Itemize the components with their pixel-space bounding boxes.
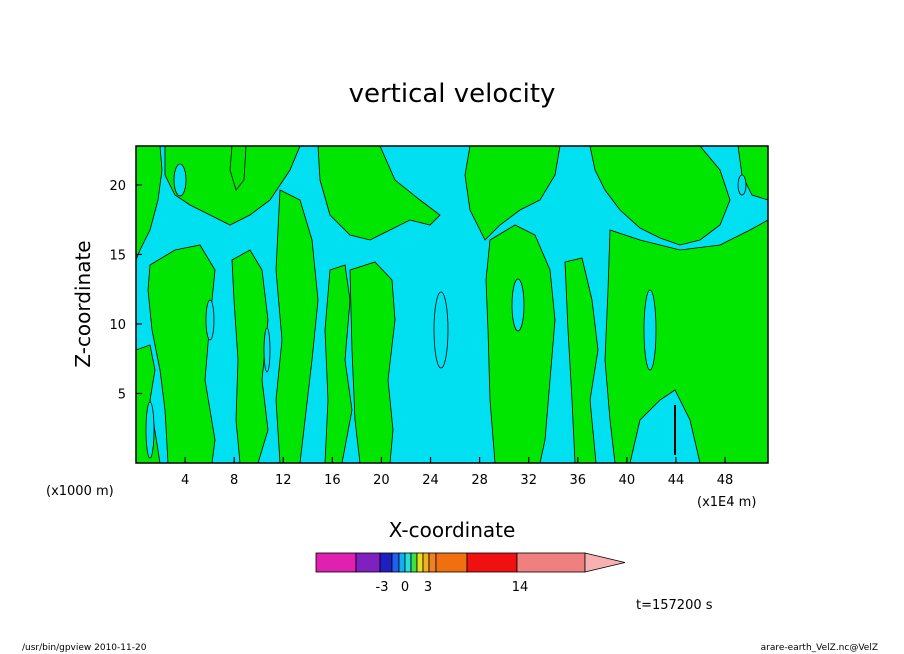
plot-area [136,146,768,463]
colorbar-tick-labels: -3 0 3 14 [376,580,529,595]
positive-region-top-6 [737,146,768,201]
positive-region-column-7 [564,257,599,463]
negative-region-group [145,163,747,459]
chart-title: vertical velocity [349,79,556,109]
negative-island-2 [205,299,215,341]
positive-region-column-4 [324,264,353,463]
footer-right: arare-earth_VelZ.nc@VelZ [761,643,878,653]
positive-region-column-6 [485,224,556,463]
x-tick-label: 48 [717,473,734,488]
colorbar-tick-label: 3 [424,580,432,595]
negative-island-4 [511,278,525,332]
colorbar [315,552,626,573]
colorbar-tick-label: -3 [376,580,389,595]
positive-region-column-1 [147,244,216,463]
negative-island-7 [643,289,657,371]
colorbar-tick-label: 14 [512,580,529,595]
y-axis-title: Z-coordinate [71,240,95,367]
x-tick-label: 12 [275,473,292,488]
x-tick-label: 20 [373,473,390,488]
colorbar-segment [379,552,393,573]
positive-region-column-3 [275,189,319,463]
positive-region-top-2 [317,146,441,241]
x-tick-label: 32 [520,473,537,488]
positive-region-top-4 [589,146,731,246]
colorbar-segment [516,552,586,573]
positive-region-top-5 [229,146,247,191]
positive-region-column-5 [349,261,396,463]
x-tick-label: 28 [471,473,488,488]
negative-island-3 [263,327,271,373]
x-axis-title: X-coordinate [389,518,516,542]
y-tick-label: 20 [109,179,126,194]
negative-island-1 [433,291,449,369]
positive-region-group [136,146,768,463]
positive-region-top-1 [164,146,301,226]
x-tick-label: 36 [570,473,587,488]
colorbar-arrow [584,552,626,573]
colorbar-segment [404,552,412,573]
x-axis-ticks: 4 8 12 16 20 24 28 32 36 40 44 48 [181,457,733,488]
colorbar-segment [391,552,400,573]
y-axis-ticks: 5 10 15 20 [109,179,142,402]
x-tick-label: 4 [181,473,189,488]
footer-left: /usr/bin/gpview 2010-11-20 [22,643,147,653]
colorbar-segment [428,552,437,573]
positive-region-column-2 [231,249,269,463]
x-tick-label: 16 [324,473,341,488]
y-tick-label: 15 [109,248,126,263]
colorbar-segment [416,552,424,573]
colorbar-segment [410,552,418,573]
plot-frame [135,145,769,464]
x-unit-right-label: (x1E4 m) [697,495,756,510]
x-tick-label: 24 [422,473,439,488]
positive-region-top-3 [464,146,561,241]
colorbar-segment [422,552,430,573]
colorbar-tick-label: 0 [401,580,409,595]
negative-island-8 [145,401,155,459]
colorbar-segment [355,552,381,573]
colorbar-segment [466,552,518,573]
time-label: t=157200 s [636,598,713,613]
negative-island-6 [737,174,747,196]
colorbar-segment [315,552,357,573]
negative-island-5 [173,163,187,197]
y-tick-label: 5 [118,387,126,402]
x-tick-label: 44 [668,473,685,488]
x-tick-label: 40 [619,473,636,488]
y-tick-label: 10 [109,318,126,333]
x-tick-label: 8 [230,473,238,488]
colorbar-segment [398,552,406,573]
colorbar-segment [435,552,468,573]
positive-region-right [604,219,768,463]
x-unit-left-label: (x1000 m) [46,484,114,499]
